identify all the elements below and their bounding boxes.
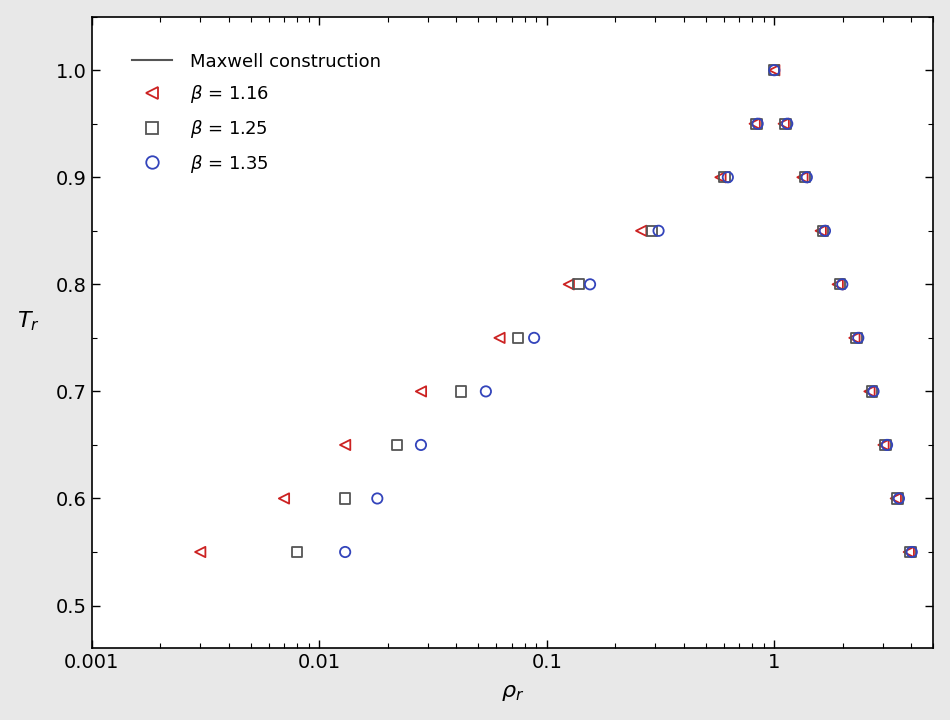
Point xyxy=(778,118,793,130)
Point xyxy=(193,546,208,558)
Point xyxy=(337,492,352,504)
Point xyxy=(849,332,865,343)
Point xyxy=(776,118,791,130)
Point xyxy=(767,65,782,76)
Point xyxy=(813,225,828,237)
Point xyxy=(833,279,848,290)
Point xyxy=(795,171,810,183)
Point xyxy=(866,386,882,397)
Point xyxy=(850,332,865,343)
Point xyxy=(337,439,352,451)
Point xyxy=(747,118,762,130)
Point xyxy=(862,386,877,397)
Point xyxy=(582,279,598,290)
Point xyxy=(816,225,831,237)
Point xyxy=(571,279,586,290)
Point xyxy=(876,439,891,451)
Point xyxy=(337,546,352,558)
Point xyxy=(717,171,732,183)
Point xyxy=(830,279,846,290)
Point xyxy=(634,225,649,237)
Point xyxy=(370,492,385,504)
Point xyxy=(880,439,895,451)
Point xyxy=(478,386,493,397)
Point xyxy=(492,332,507,343)
Point xyxy=(390,439,405,451)
Point xyxy=(749,118,764,130)
Point xyxy=(891,492,906,504)
Point xyxy=(780,118,795,130)
Point xyxy=(890,492,905,504)
Point xyxy=(797,171,812,183)
Point xyxy=(902,546,918,558)
Point xyxy=(712,171,728,183)
Point xyxy=(290,546,305,558)
Point xyxy=(644,225,659,237)
Point xyxy=(526,332,542,343)
Point xyxy=(888,492,903,504)
Point xyxy=(904,546,920,558)
Point xyxy=(750,118,766,130)
Point xyxy=(767,65,782,76)
Point xyxy=(276,492,292,504)
Point xyxy=(413,439,428,451)
Point xyxy=(846,332,862,343)
X-axis label: $\rho_r$: $\rho_r$ xyxy=(501,683,524,703)
Point xyxy=(799,171,814,183)
Point xyxy=(864,386,880,397)
Point xyxy=(878,439,893,451)
Point xyxy=(835,279,850,290)
Point xyxy=(720,171,735,183)
Point xyxy=(511,332,526,343)
Point xyxy=(651,225,666,237)
Point xyxy=(561,279,577,290)
Point xyxy=(902,546,917,558)
Y-axis label: $T_r$: $T_r$ xyxy=(17,309,40,333)
Point xyxy=(453,386,468,397)
Point xyxy=(413,386,428,397)
Legend: Maxwell construction, $\beta$ = 1.16, $\beta$ = 1.25, $\beta$ = 1.35: Maxwell construction, $\beta$ = 1.16, $\… xyxy=(118,38,395,189)
Point xyxy=(817,225,832,237)
Point xyxy=(767,65,782,76)
